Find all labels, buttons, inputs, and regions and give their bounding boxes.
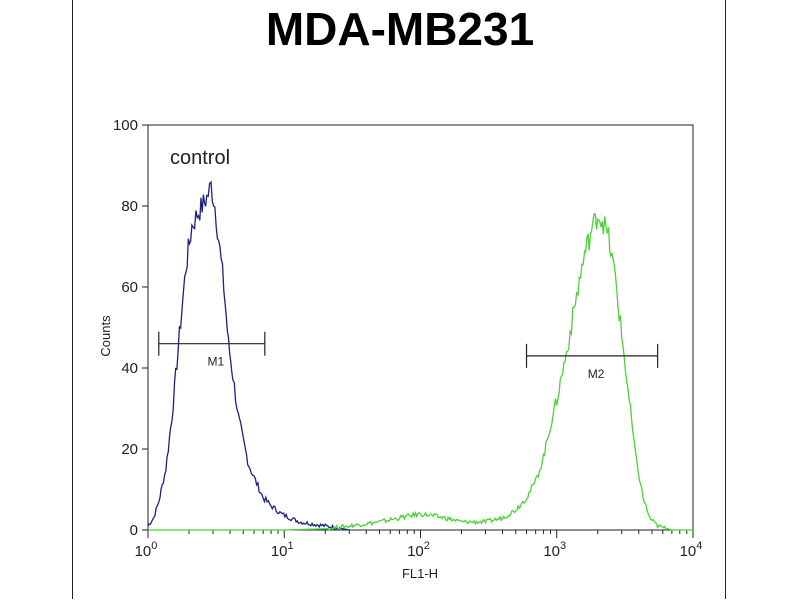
marker-label: M1 — [207, 355, 224, 369]
x-axis-label: FL1-H — [402, 566, 438, 581]
x-tick-base: 10 — [271, 543, 288, 560]
x-tick-exponent: 0 — [151, 540, 157, 552]
series-line-2 — [148, 212, 693, 532]
chart-title: MDA-MB231 — [265, 3, 535, 55]
x-tick-base: 10 — [543, 543, 560, 560]
gate-markers: M1 M2 — [158, 331, 659, 381]
x-tick-label: 101 — [271, 540, 294, 560]
x-axis: 100 101 102 103 104 — [135, 530, 703, 560]
series-group — [147, 180, 693, 532]
x-tick-exponent: 3 — [560, 540, 566, 552]
x-tick-exponent: 2 — [424, 540, 430, 552]
x-tick-base: 10 — [680, 543, 697, 560]
y-tick-label: 20 — [121, 441, 138, 458]
y-tick-label: 40 — [121, 360, 138, 377]
y-tick-label: 60 — [121, 279, 138, 296]
y-axis-label: Counts — [98, 315, 113, 357]
x-tick-label: 103 — [543, 540, 566, 560]
x-tick-exponent: 1 — [288, 540, 294, 552]
x-tick-label: 100 — [135, 540, 158, 560]
x-tick-label: 104 — [680, 540, 703, 560]
figure-frame — [72, 0, 726, 599]
x-tick-base: 10 — [407, 543, 424, 560]
x-tick-exponent: 4 — [696, 540, 702, 552]
x-tick-base: 10 — [135, 543, 152, 560]
y-axis: 0 20 40 60 80 100 — [113, 117, 148, 539]
y-tick-label: 0 — [130, 522, 138, 539]
series-line-1 — [147, 180, 350, 531]
control-annotation: control — [170, 147, 230, 169]
marker-label: M2 — [588, 367, 605, 381]
x-tick-label: 102 — [407, 540, 430, 560]
y-tick-label: 80 — [121, 198, 138, 215]
y-tick-label: 100 — [113, 117, 138, 134]
plot-area — [147, 124, 694, 531]
